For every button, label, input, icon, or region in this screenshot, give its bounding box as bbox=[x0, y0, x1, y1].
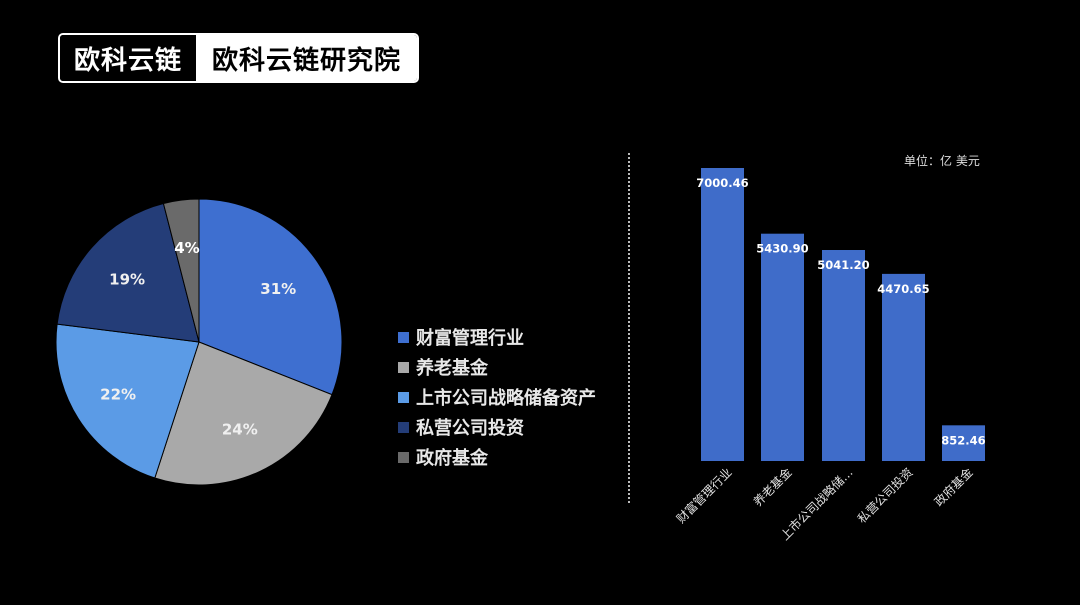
legend-label: 政府基金 bbox=[416, 448, 488, 469]
x-tick-label: 私营公司投资 bbox=[854, 465, 916, 527]
legend-label: 财富管理行业 bbox=[416, 328, 524, 349]
pie-slice bbox=[56, 202, 200, 343]
bar-chart: 7000.46财富管理行业5430.90养老基金5041.20上市公司战略储…4… bbox=[673, 168, 986, 543]
pie-slice bbox=[198, 198, 343, 396]
pie-data-label: 24% bbox=[222, 421, 258, 439]
pie-data-label: 19% bbox=[109, 271, 145, 289]
bar-data-label: 7000.46 bbox=[696, 176, 748, 190]
bar bbox=[701, 168, 744, 461]
bar-data-label: 5041.20 bbox=[817, 258, 869, 272]
pie-data-label: 4% bbox=[174, 239, 199, 257]
legend-swatch bbox=[398, 451, 409, 463]
legend-item: 政府基金 bbox=[398, 442, 596, 472]
x-tick-label: 政府基金 bbox=[931, 465, 976, 510]
pie-legend: 财富管理行业 养老基金 上市公司战略储备资产 私营公司投资 政府基金 bbox=[398, 322, 596, 472]
bar bbox=[822, 250, 865, 461]
x-tick-label: 财富管理行业 bbox=[673, 465, 735, 527]
bar bbox=[761, 233, 804, 461]
brand-title: 欧科云链研究院 bbox=[196, 35, 418, 81]
legend-swatch bbox=[398, 331, 409, 343]
brand-banner: 欧科云链 欧科云链研究院 bbox=[58, 33, 420, 83]
legend-item: 上市公司战略储备资产 bbox=[398, 382, 596, 412]
pie-chart: 31% 24% 22% 19% 4% bbox=[55, 198, 343, 486]
bar-data-label: 852.46 bbox=[941, 433, 985, 447]
legend-swatch bbox=[398, 361, 409, 373]
bar-data-label: 5430.90 bbox=[756, 242, 808, 256]
legend-item: 财富管理行业 bbox=[398, 322, 596, 352]
pie-data-label: 22% bbox=[100, 385, 136, 403]
pie-slice bbox=[154, 341, 333, 486]
pie-slice bbox=[162, 198, 200, 343]
bar bbox=[942, 425, 985, 461]
legend-swatch bbox=[398, 391, 409, 403]
brand-logo-text: 欧科云链 bbox=[60, 35, 197, 81]
legend-label: 养老基金 bbox=[416, 358, 488, 379]
dotted-divider bbox=[628, 153, 630, 503]
legend-item: 私营公司投资 bbox=[398, 412, 596, 442]
pie-slice bbox=[55, 323, 200, 479]
legend-label: 上市公司战略储备资产 bbox=[416, 388, 596, 409]
bar-data-label: 4470.65 bbox=[877, 282, 929, 296]
unit-label: 单位：亿 美元 bbox=[904, 154, 980, 168]
bar bbox=[882, 273, 925, 461]
x-tick-label: 养老基金 bbox=[750, 465, 795, 510]
legend-swatch bbox=[398, 421, 409, 433]
pie-data-label: 31% bbox=[260, 280, 296, 298]
legend-label: 私营公司投资 bbox=[416, 418, 524, 439]
legend-item: 养老基金 bbox=[398, 352, 596, 382]
